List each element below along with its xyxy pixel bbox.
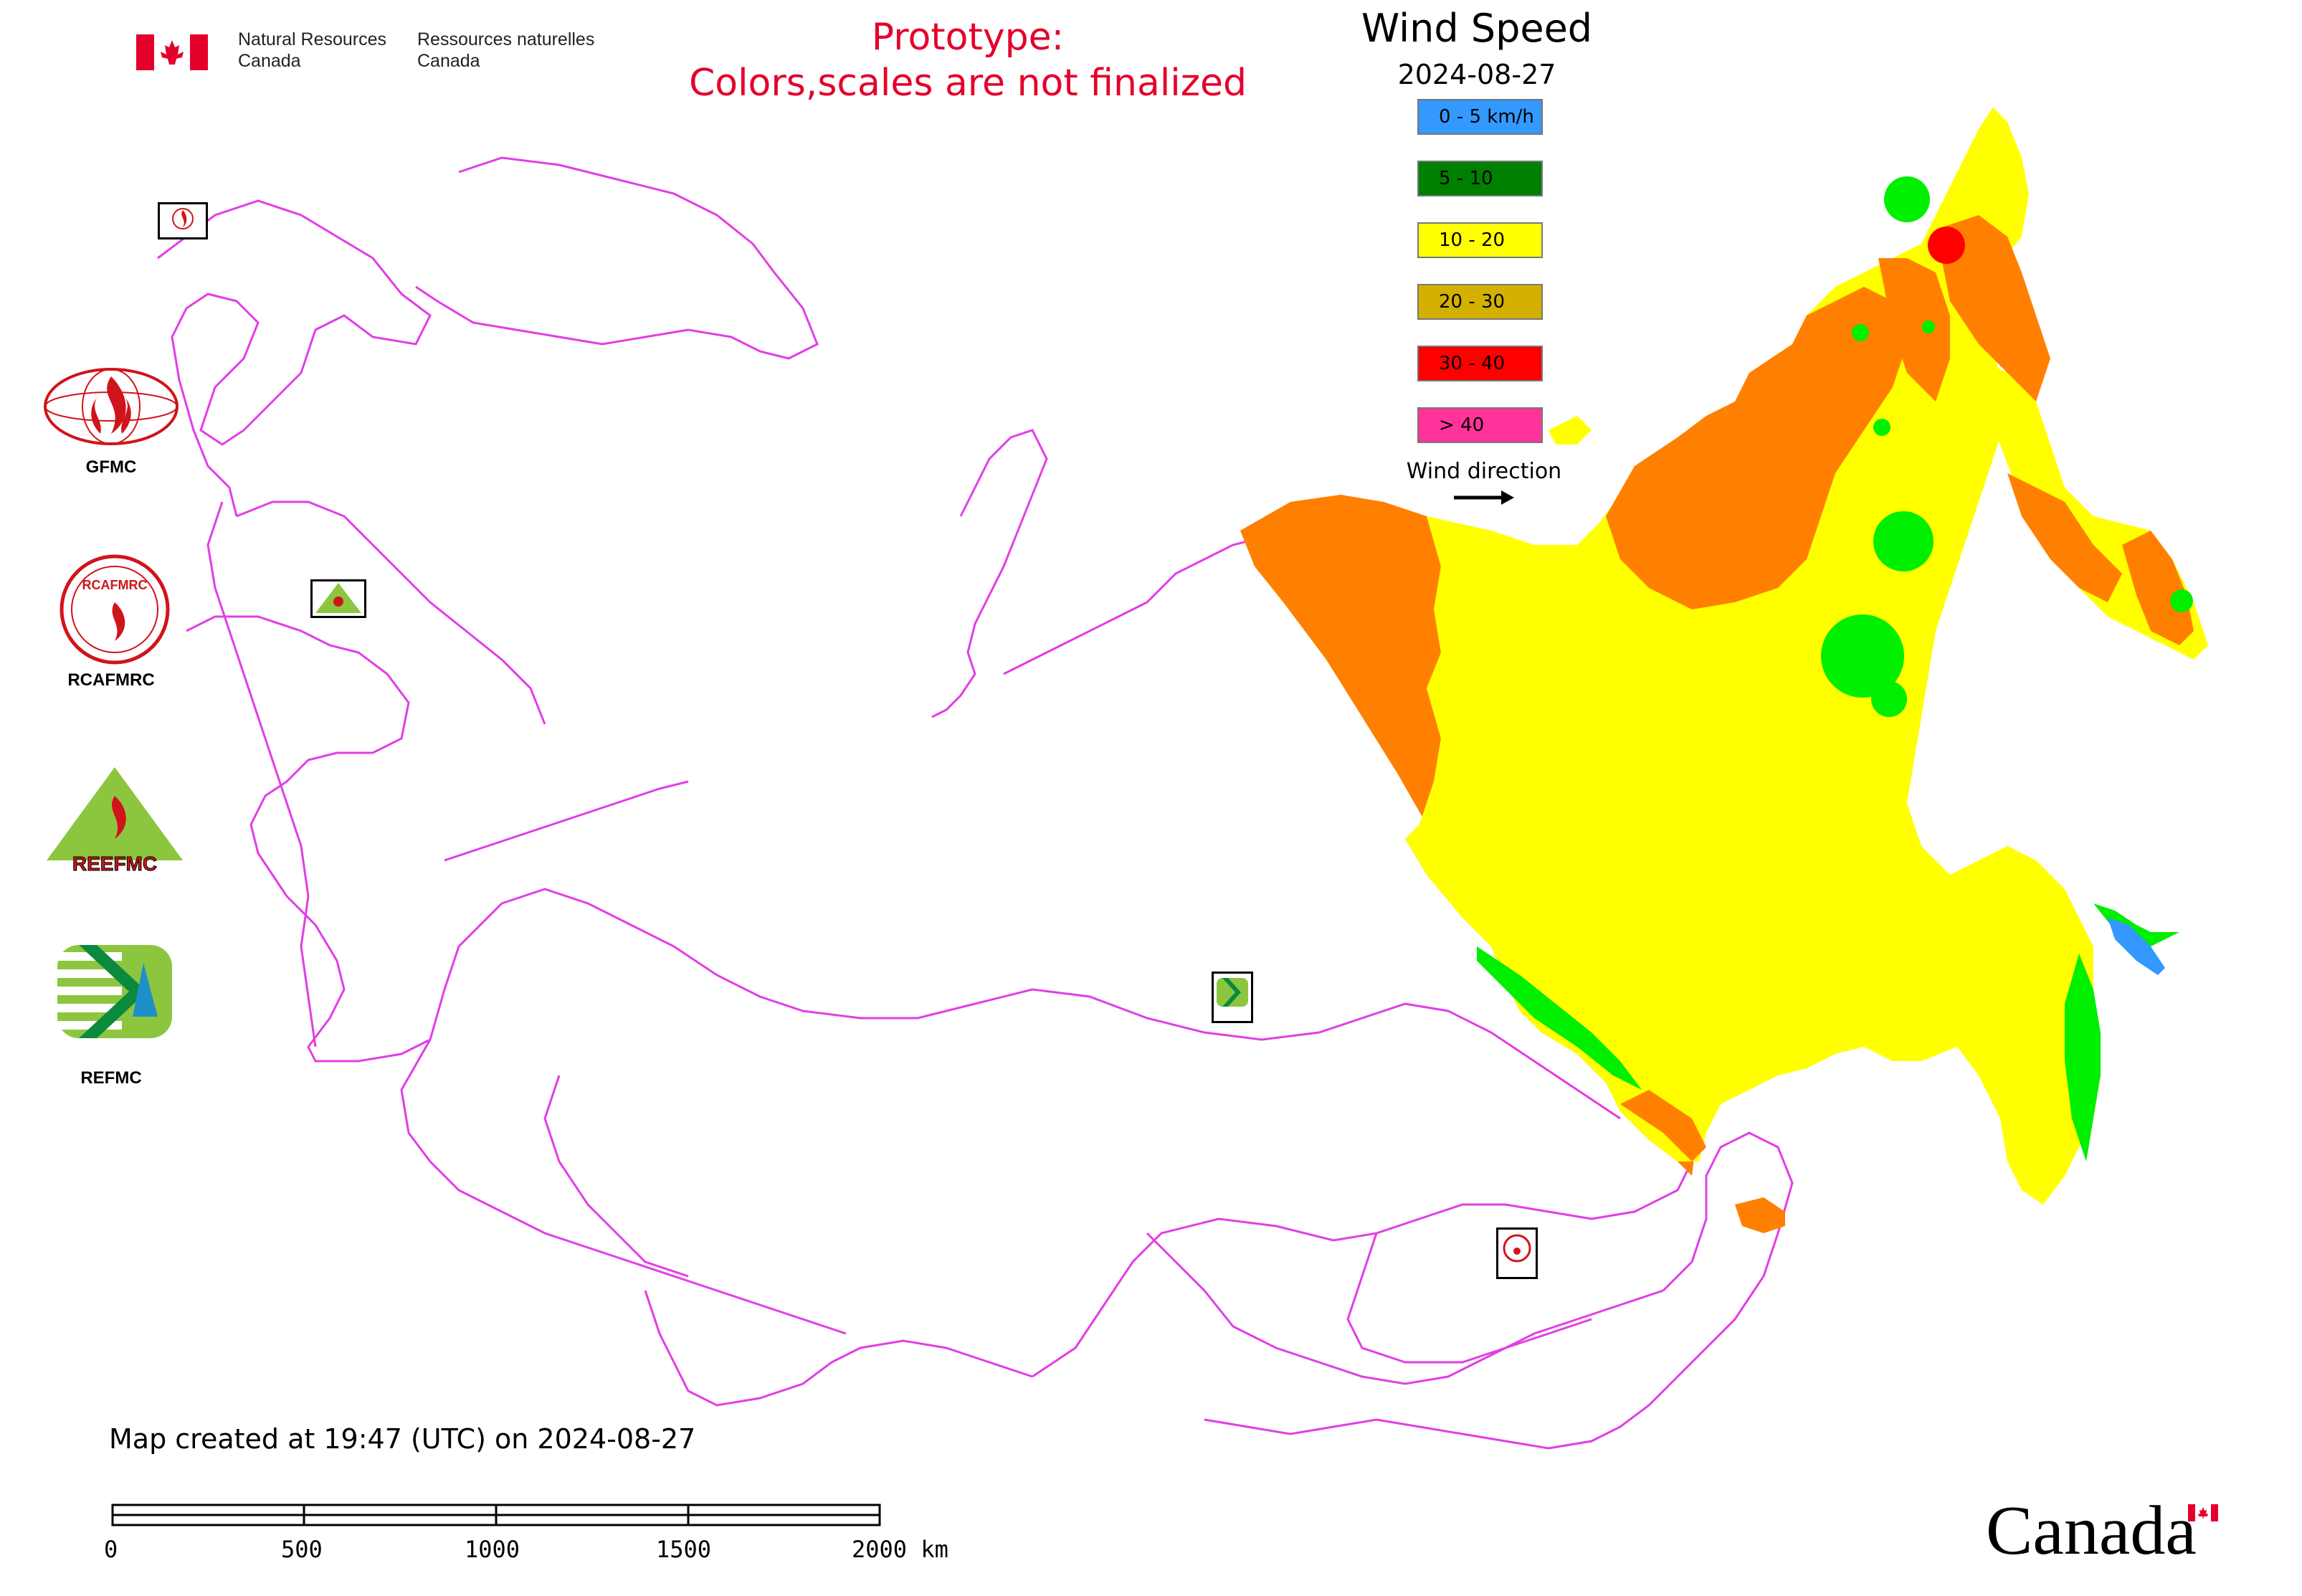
legend-class-strong: 30 - 40 xyxy=(1417,346,1543,381)
zone-light-sw xyxy=(1477,946,1642,1090)
zone-strong-ne xyxy=(1936,215,2050,402)
map-creation-note: Map created at 19:47 (UTC) on 2024-08-27 xyxy=(109,1423,696,1455)
scale-label-1500: 1500 xyxy=(656,1536,712,1563)
zone-light-baikal xyxy=(2093,903,2179,946)
reefmc-logo: REEFMC xyxy=(36,767,194,875)
boundary-mongolia xyxy=(1146,1232,1664,1385)
canada-flag-icon xyxy=(136,34,208,70)
boundary-ne-china xyxy=(1204,1131,1794,1450)
boundary-novaya-zemlya xyxy=(931,429,1048,718)
zone-very-strong xyxy=(1928,227,1965,264)
boundary-eastern-europe xyxy=(206,501,317,1048)
refmc-logo xyxy=(57,945,172,1038)
rcafmrc-label: RCAFMRC xyxy=(67,670,155,690)
zone-light-6 xyxy=(1873,419,1890,436)
boundary-baltic xyxy=(236,500,546,725)
scale-bar xyxy=(111,1504,881,1526)
scale-label-2000: 2000 km xyxy=(852,1536,948,1563)
zone-strong-top xyxy=(1878,258,1950,402)
zone-light-se xyxy=(2065,954,2101,1162)
boundary-mongolia-east xyxy=(1346,1232,1592,1364)
zone-light-5 xyxy=(1852,324,1869,341)
gfmc-small-marker xyxy=(158,202,208,239)
zone-light-3 xyxy=(1884,176,1930,222)
canada-wordmark: Canada xyxy=(1986,1492,2197,1569)
zone-light-1 xyxy=(1821,614,1904,698)
boundary-south-siberia xyxy=(444,780,689,862)
wind-field xyxy=(1240,108,2208,1233)
zone-calm-lake xyxy=(2108,918,2165,975)
scale-label-0: 0 xyxy=(104,1536,118,1563)
legend-date: 2024-08-27 xyxy=(1397,59,1556,90)
prototype-line2: Colors,scales are not finalized xyxy=(688,62,1247,105)
wind-direction-label: Wind direction xyxy=(1406,459,1562,484)
zone-light-2 xyxy=(1873,511,1934,571)
zone-strong-island xyxy=(1735,1197,1785,1233)
boundary-uzbek xyxy=(543,1075,689,1278)
legend-class-light: 5 - 10 xyxy=(1417,161,1543,196)
fire-icon xyxy=(172,208,194,229)
reefmc-logo-text: REEFMC xyxy=(72,852,157,875)
rcafmrc-logo-text: RCAFMRC xyxy=(82,578,148,592)
boundary-scandinavia xyxy=(157,199,432,517)
refmc-map-marker xyxy=(1212,972,1253,1023)
rcafmrc-logo: RCAFMRC xyxy=(57,552,172,667)
legend-title: Wind Speed xyxy=(1361,6,1593,51)
reefmc-map-marker xyxy=(310,579,366,618)
refmc-label: REFMC xyxy=(80,1068,142,1088)
legend-class-calm: 0 - 5 km/h xyxy=(1417,99,1543,135)
legend-class-extreme: > 40 xyxy=(1417,407,1543,443)
gfmc-label: GFMC xyxy=(85,457,137,477)
boundary-central-asia xyxy=(400,1039,847,1335)
rcafmrc-map-marker xyxy=(1496,1227,1538,1279)
agency-fr-line1: Ressources naturelles xyxy=(417,29,595,49)
zone-strong-south xyxy=(1620,1090,1706,1162)
zone-light-7 xyxy=(1922,320,1935,333)
legend-class-fresh: 20 - 30 xyxy=(1417,284,1543,320)
scale-label-1000: 1000 xyxy=(465,1536,520,1563)
zone-strong-ne2 xyxy=(2007,473,2122,602)
prototype-line1: Prototype: xyxy=(871,16,1065,59)
boundary-belarus-ukraine xyxy=(186,615,410,897)
country-boundaries xyxy=(157,156,1794,1450)
boundary-russia-kz xyxy=(429,888,1621,1120)
agency-name-fr: Ressources naturelles Canada xyxy=(417,29,594,72)
wind-direction-arrow xyxy=(1454,490,1514,505)
boundary-kola xyxy=(415,156,819,360)
agency-fr-line2: Canada xyxy=(417,51,480,71)
agency-en-line1: Natural Resources xyxy=(238,29,387,49)
boundary-kazakh-south xyxy=(644,1290,1033,1407)
zone-strong-central xyxy=(1606,287,1907,609)
gfmc-logo xyxy=(39,362,183,455)
zone-moderate-coast-island xyxy=(1549,416,1592,445)
zone-strong-far-east xyxy=(2122,531,2194,645)
agency-en-line2: Canada xyxy=(238,51,301,71)
zone-light-4 xyxy=(1871,681,1907,717)
agency-name-en: Natural Resources Canada xyxy=(238,29,386,72)
zone-light-8 xyxy=(2170,589,2193,612)
legend-class-moderate: 10 - 20 xyxy=(1417,222,1543,258)
prototype-notice: Prototype: Colors,scales are not finaliz… xyxy=(645,14,1290,106)
wordmark-flag-icon xyxy=(2188,1504,2218,1521)
boundary-china xyxy=(1032,1161,1693,1378)
scale-label-500: 500 xyxy=(281,1536,323,1563)
boundary-black-sea xyxy=(285,895,431,1063)
